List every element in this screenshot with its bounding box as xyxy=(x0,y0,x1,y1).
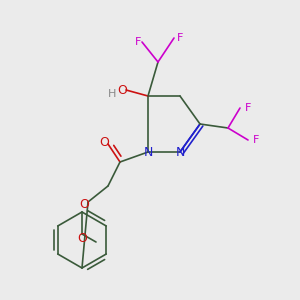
Text: O: O xyxy=(77,232,87,244)
Text: F: F xyxy=(177,33,183,43)
Text: F: F xyxy=(253,135,259,145)
Text: H: H xyxy=(108,89,116,99)
Text: O: O xyxy=(79,197,89,211)
Text: F: F xyxy=(135,37,141,47)
Text: O: O xyxy=(99,136,109,148)
Text: N: N xyxy=(143,146,153,158)
Text: F: F xyxy=(245,103,251,113)
Text: O: O xyxy=(117,83,127,97)
Text: N: N xyxy=(175,146,185,158)
